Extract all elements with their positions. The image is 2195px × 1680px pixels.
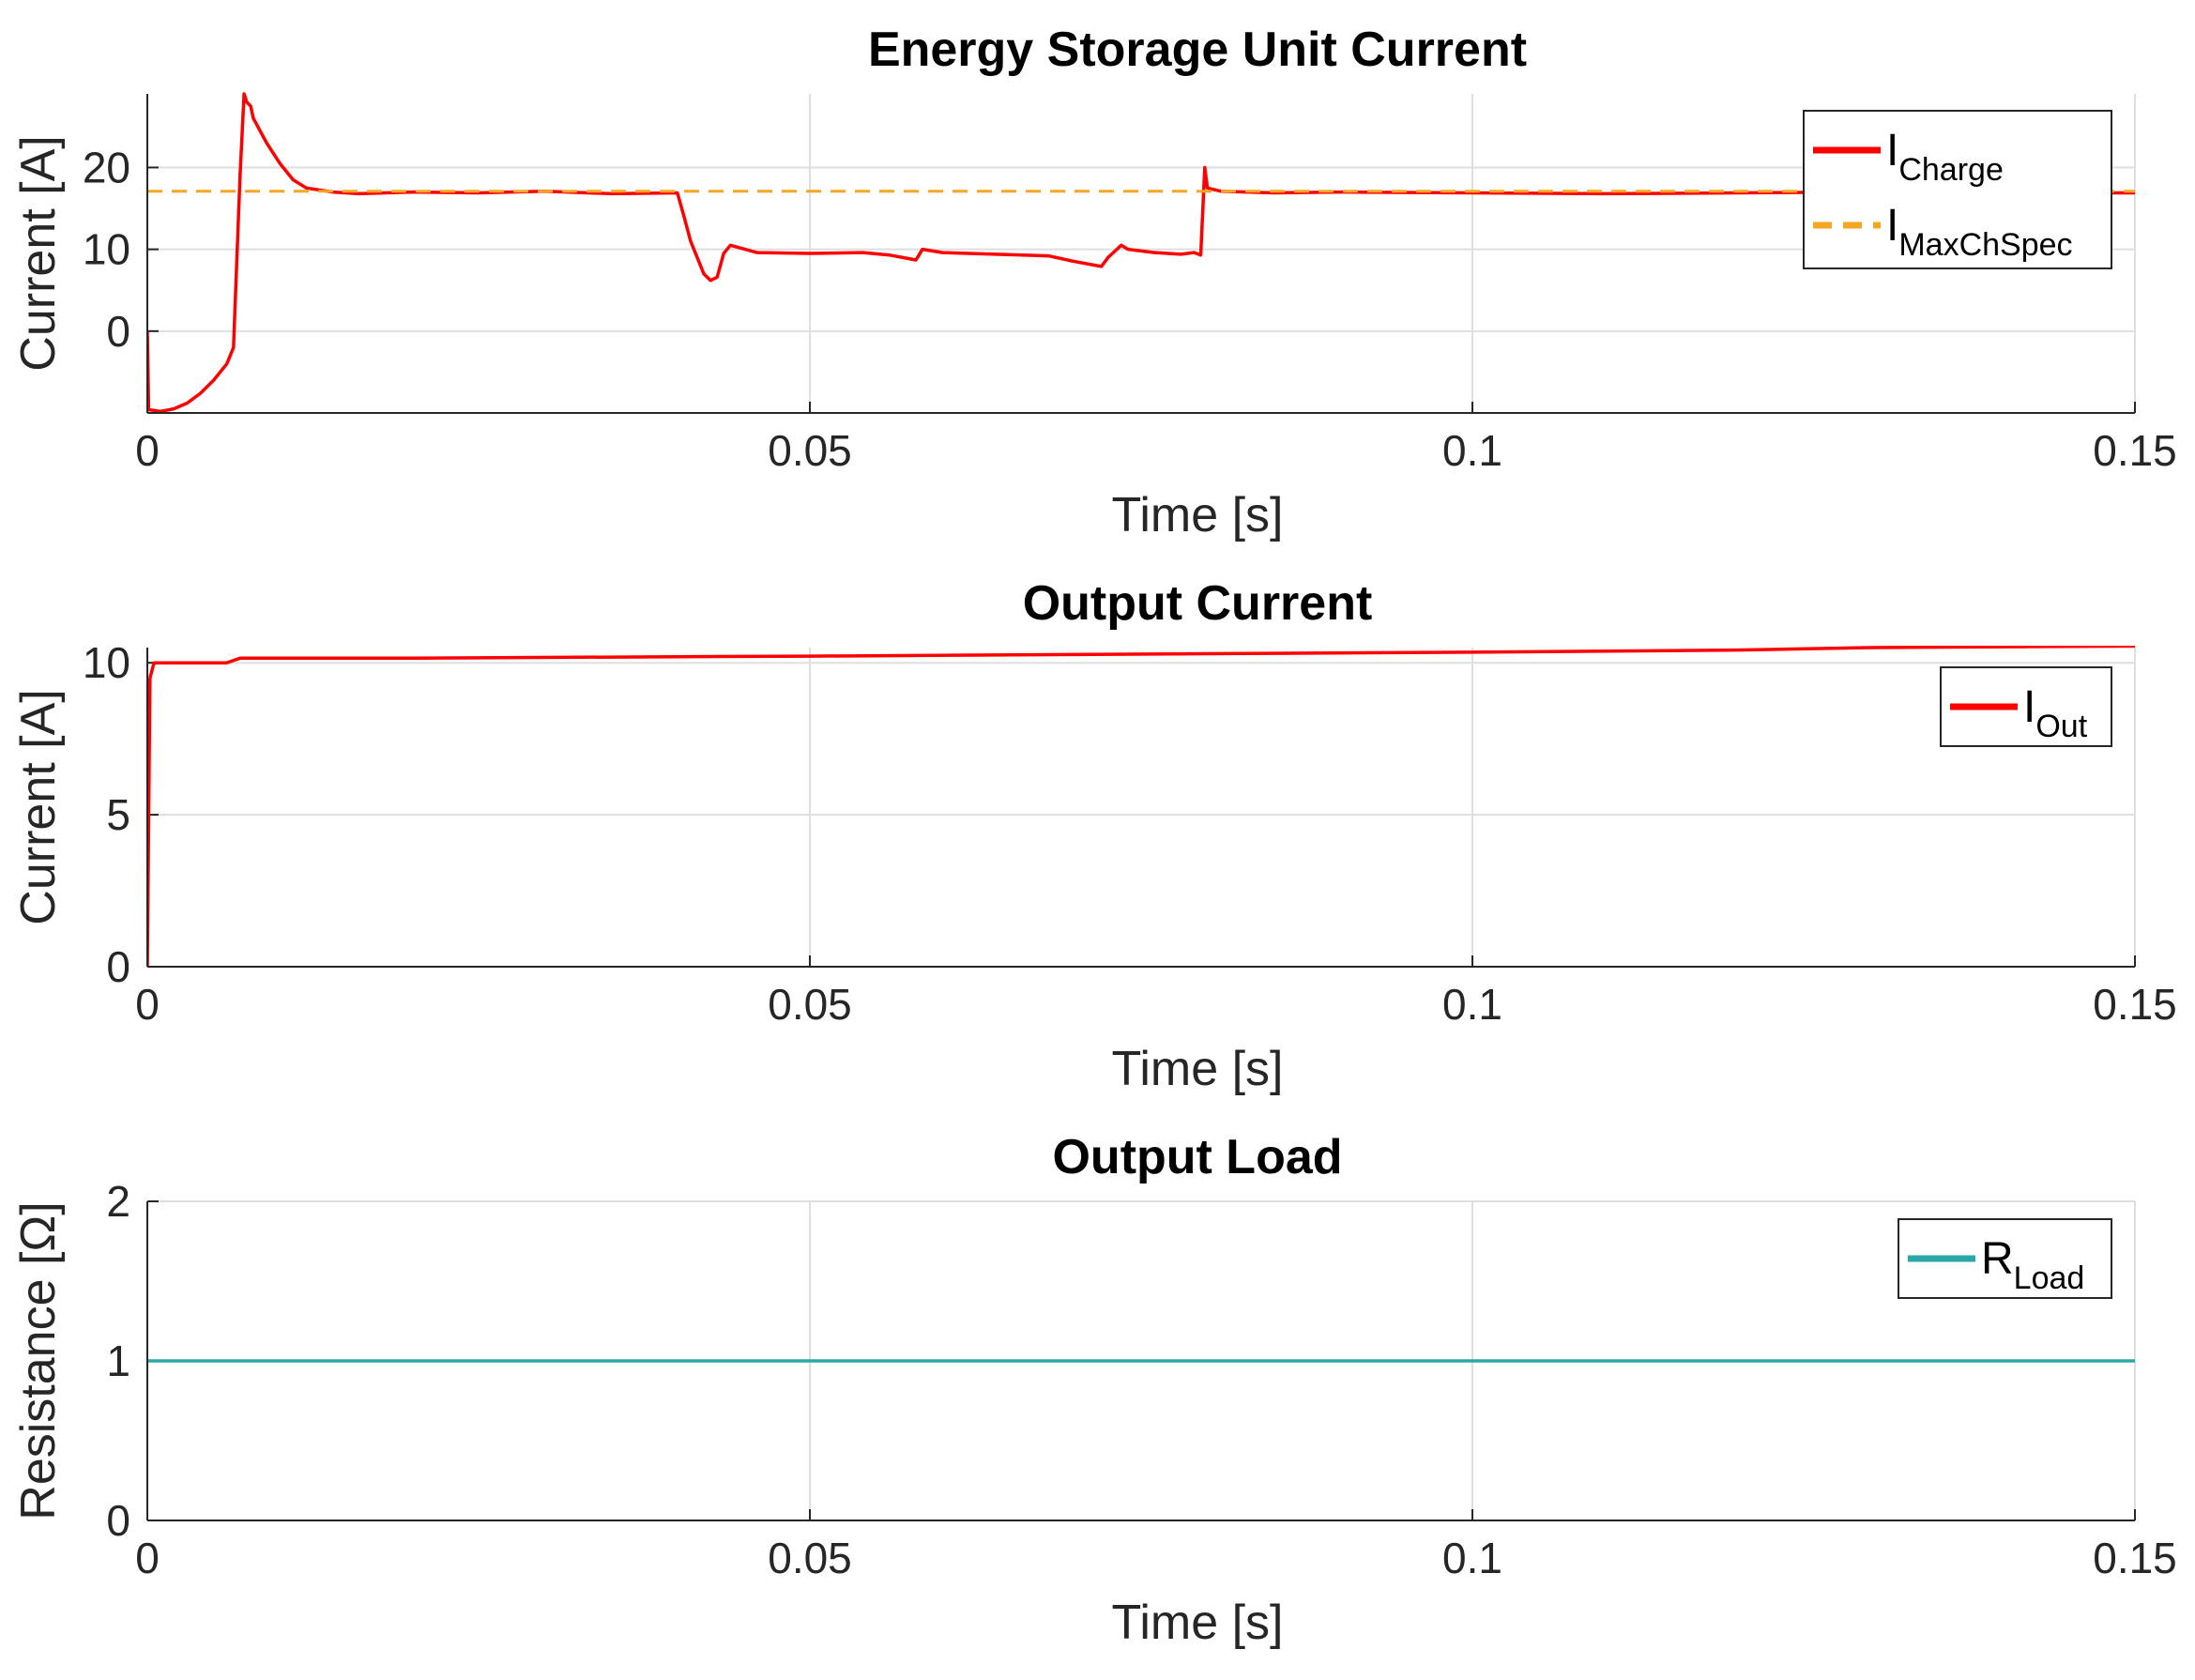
x-tick-label: 0.15 (2093, 1534, 2177, 1582)
x-tick-label: 0.1 (1442, 980, 1502, 1029)
y-axis-label: Current [A] (11, 135, 66, 371)
y-tick-label: 5 (106, 790, 130, 839)
chart-panel-2: 0 0.05 0.1 0.15 0 5 10 Output Current Time [s] Cu… (11, 576, 2177, 1096)
x-tick-label: 0 (135, 1534, 160, 1582)
y-tick-label: 10 (83, 638, 130, 687)
legend-subscript: MaxChSpec (1898, 227, 2072, 263)
x-axis-label: Time [s] (1112, 1596, 1284, 1650)
series-line-charge (147, 92, 2135, 414)
y-axis-label: Current [A] (11, 689, 66, 924)
legend-subscript: Out (2035, 709, 2087, 744)
y-tick-label: 20 (83, 143, 130, 191)
chart-panel-1: 0 0.05 0.1 0.15 0 10 20 Energy Storage Unit Cur… (11, 23, 2177, 542)
chart-panel-3: 0 0.05 0.1 0.15 0 1 2 Output Load Time [s] Resist… (11, 1130, 2177, 1650)
x-tick-label: 0 (135, 426, 160, 475)
legend: IOut (1940, 666, 2112, 747)
y-tick-label: 0 (106, 942, 130, 991)
x-tick-label: 0.15 (2093, 980, 2177, 1029)
legend: RLoad (1898, 1218, 2112, 1299)
legend-symbol: R (1981, 1234, 2014, 1284)
legend-subscript: Charge (1898, 152, 2004, 188)
x-tick-label: 0 (135, 980, 160, 1029)
series-line-out (147, 646, 2135, 968)
x-tick-label: 0.1 (1442, 426, 1502, 475)
x-axis-label: Time [s] (1112, 488, 1284, 542)
legend-symbol: I (2023, 682, 2035, 732)
y-tick-label: 2 (106, 1177, 130, 1226)
y-tick-label: 1 (106, 1336, 130, 1385)
x-axis-label: Time [s] (1112, 1042, 1284, 1096)
legend-entry-maxchspec: IMaxChSpec (1886, 201, 2073, 263)
legend-entry-out: IOut (2023, 682, 2088, 744)
y-tick-label: 10 (83, 225, 130, 274)
x-tick-label: 0.15 (2093, 426, 2177, 475)
plot-area (147, 648, 2135, 967)
legend-symbol: I (1886, 201, 1898, 251)
legend-subscript: Load (2014, 1260, 2085, 1296)
y-tick-label: 0 (106, 1496, 130, 1545)
y-tick-label: 0 (106, 307, 130, 356)
chart-title: Output Load (1052, 1130, 1342, 1184)
x-tick-label: 0.05 (768, 1534, 852, 1582)
legend-box (1803, 110, 2112, 269)
legend-entry-load: RLoad (1981, 1234, 2084, 1296)
chart-title: Output Current (1023, 576, 1373, 631)
legend-entry-charge: ICharge (1886, 126, 2004, 188)
x-tick-label: 0.05 (768, 980, 852, 1029)
x-tick-label: 0.1 (1442, 1534, 1502, 1582)
y-axis-label: Resistance [Ω] (11, 1201, 66, 1520)
chart-title: Energy Storage Unit Current (868, 23, 1527, 77)
legend-symbol: I (1886, 126, 1898, 176)
x-tick-label: 0.05 (768, 426, 852, 475)
